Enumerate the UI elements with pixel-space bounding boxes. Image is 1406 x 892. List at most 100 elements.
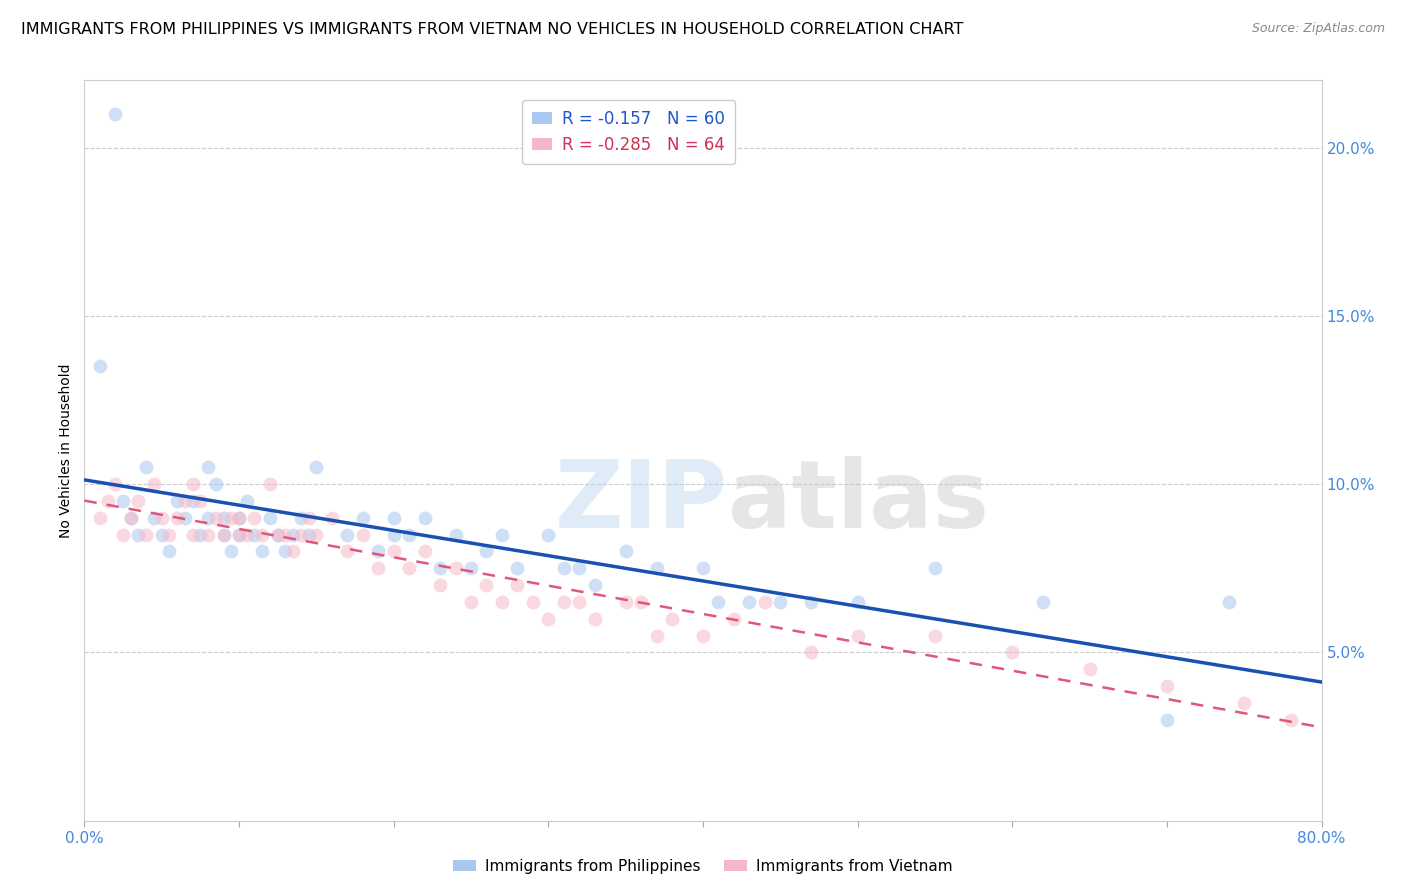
Point: [235, 494, 259, 508]
Point: [274, 544, 297, 558]
Point: [159, 527, 180, 541]
Legend: R = -0.157   N = 60, R = -0.285   N = 64: R = -0.157 N = 60, R = -0.285 N = 64: [522, 100, 735, 164]
Point: [96, 494, 118, 508]
Y-axis label: No Vehicles in Household: No Vehicles in Household: [59, 363, 73, 538]
Point: [398, 561, 420, 575]
Point: [707, 595, 730, 609]
Point: [228, 510, 250, 524]
Point: [290, 527, 312, 541]
Point: [143, 477, 166, 491]
Point: [398, 527, 420, 541]
Point: [630, 595, 652, 609]
Point: [336, 527, 359, 541]
Point: [460, 561, 482, 575]
Point: [444, 527, 467, 541]
Point: [228, 510, 250, 524]
Point: [112, 494, 135, 508]
Point: [235, 527, 259, 541]
Point: [112, 527, 135, 541]
Point: [104, 107, 127, 121]
Point: [537, 612, 560, 626]
Point: [382, 527, 405, 541]
Point: [1032, 595, 1054, 609]
Point: [281, 544, 305, 558]
Point: [120, 510, 142, 524]
Point: [228, 527, 250, 541]
Point: [583, 612, 606, 626]
Point: [352, 527, 374, 541]
Point: [159, 544, 180, 558]
Point: [491, 527, 513, 541]
Point: [645, 628, 668, 642]
Point: [846, 595, 869, 609]
Point: [444, 561, 467, 575]
Point: [197, 460, 219, 475]
Point: [243, 527, 266, 541]
Point: [1279, 713, 1302, 727]
Point: [692, 561, 714, 575]
Point: [367, 561, 389, 575]
Point: [1233, 696, 1256, 710]
Point: [475, 544, 498, 558]
Point: [614, 544, 637, 558]
Point: [382, 510, 405, 524]
Point: [290, 510, 312, 524]
Point: [413, 544, 436, 558]
Point: [127, 494, 149, 508]
Point: [250, 527, 273, 541]
Point: [800, 595, 823, 609]
Point: [197, 527, 219, 541]
Point: [661, 612, 683, 626]
Point: [205, 477, 228, 491]
Point: [367, 544, 389, 558]
Point: [738, 595, 761, 609]
Point: [352, 510, 374, 524]
Point: [267, 527, 290, 541]
Point: [568, 561, 591, 575]
Point: [297, 527, 319, 541]
Point: [800, 645, 823, 659]
Point: [197, 510, 219, 524]
Point: [537, 527, 560, 541]
Point: [181, 477, 204, 491]
Point: [460, 595, 482, 609]
Point: [259, 510, 281, 524]
Point: [1078, 662, 1101, 676]
Point: [429, 561, 451, 575]
Point: [143, 510, 166, 524]
Point: [413, 510, 436, 524]
Point: [228, 527, 250, 541]
Point: [188, 527, 211, 541]
Text: Source: ZipAtlas.com: Source: ZipAtlas.com: [1251, 22, 1385, 36]
Point: [212, 527, 235, 541]
Point: [846, 628, 869, 642]
Point: [166, 494, 188, 508]
Point: [181, 527, 204, 541]
Text: atlas: atlas: [728, 457, 988, 549]
Point: [506, 561, 529, 575]
Point: [181, 494, 204, 508]
Point: [506, 578, 529, 592]
Point: [259, 477, 281, 491]
Point: [553, 595, 575, 609]
Point: [219, 510, 242, 524]
Point: [645, 561, 668, 575]
Point: [522, 595, 544, 609]
Point: [174, 510, 197, 524]
Legend: Immigrants from Philippines, Immigrants from Vietnam: Immigrants from Philippines, Immigrants …: [447, 853, 959, 880]
Point: [274, 527, 297, 541]
Point: [104, 477, 127, 491]
Point: [614, 595, 637, 609]
Point: [321, 510, 343, 524]
Point: [429, 578, 451, 592]
Point: [723, 612, 745, 626]
Point: [491, 595, 513, 609]
Point: [297, 510, 319, 524]
Point: [127, 527, 149, 541]
Point: [166, 510, 188, 524]
Point: [754, 595, 776, 609]
Point: [219, 544, 242, 558]
Point: [135, 460, 157, 475]
Text: ZIP: ZIP: [555, 457, 728, 549]
Point: [212, 510, 235, 524]
